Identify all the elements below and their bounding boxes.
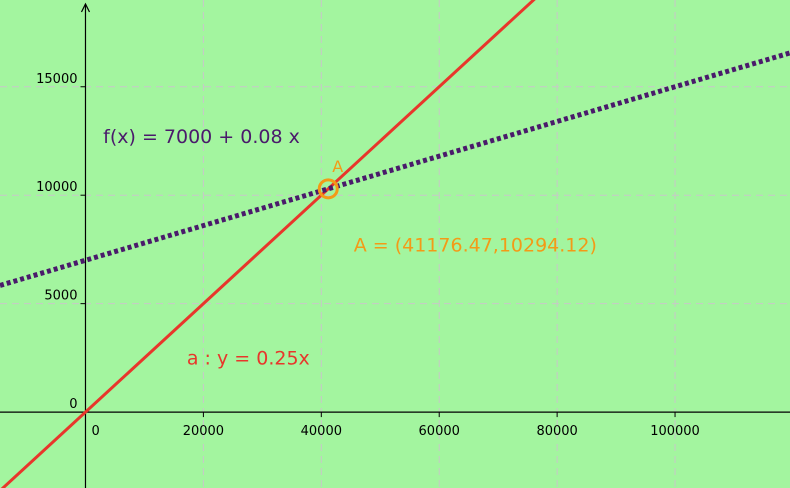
x-tick-label-100000: 100000 bbox=[650, 424, 700, 439]
x-tick-label-40000: 40000 bbox=[301, 424, 342, 439]
series-label-a: a : y = 0.25x bbox=[187, 347, 310, 369]
x-tick-label-80000: 80000 bbox=[536, 424, 577, 439]
point-name-label: A bbox=[332, 157, 343, 176]
x-tick-label-60000: 60000 bbox=[419, 424, 460, 439]
tick-labels: 0 20000 40000 60000 80000 100000 0 5000 10000 150… bbox=[36, 72, 700, 439]
x-tick-label-0: 0 bbox=[91, 424, 99, 439]
x-tick-label-20000: 20000 bbox=[183, 424, 224, 439]
annotations: a : y = 0.25x f(x) = 7000 + 0.08 x A = (41… bbox=[103, 126, 597, 369]
point-marker-a bbox=[317, 178, 339, 200]
series-line-f bbox=[0, 50, 790, 288]
y-tick-label-5000: 5000 bbox=[44, 289, 77, 304]
series-label-f: f(x) = 7000 + 0.08 x bbox=[103, 126, 300, 148]
intersection-point-group: A bbox=[317, 157, 343, 200]
y-tick-label-0: 0 bbox=[69, 397, 77, 412]
y-tick-label-15000: 15000 bbox=[36, 72, 77, 87]
point-coordinate-label: A = (41176.47,10294.12) bbox=[354, 235, 597, 257]
y-axis-arrow bbox=[80, 2, 91, 13]
y-tick-label-10000: 10000 bbox=[36, 180, 77, 195]
